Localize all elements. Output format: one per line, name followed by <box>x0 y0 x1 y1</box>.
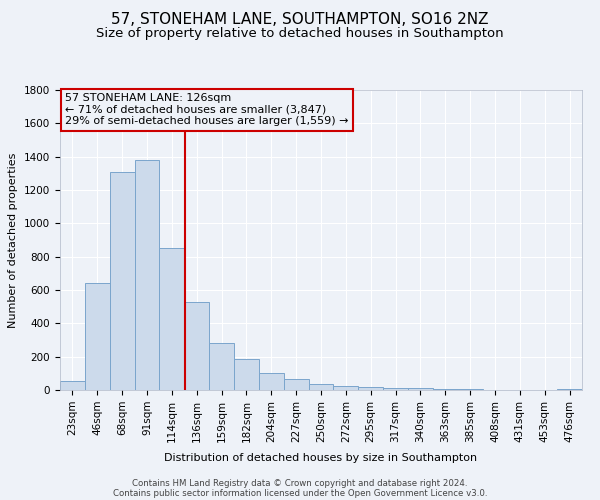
Bar <box>334 386 358 390</box>
Bar <box>408 388 433 390</box>
Bar <box>433 389 458 390</box>
Bar <box>110 172 134 390</box>
Bar <box>458 389 482 390</box>
Bar <box>383 388 408 390</box>
Bar <box>259 372 284 390</box>
Text: Contains HM Land Registry data © Crown copyright and database right 2024.: Contains HM Land Registry data © Crown c… <box>132 478 468 488</box>
Bar <box>358 386 383 390</box>
Bar <box>60 381 85 390</box>
X-axis label: Distribution of detached houses by size in Southampton: Distribution of detached houses by size … <box>164 453 478 463</box>
Text: Contains public sector information licensed under the Open Government Licence v3: Contains public sector information licen… <box>113 488 487 498</box>
Bar <box>209 344 234 390</box>
Bar <box>308 384 334 390</box>
Bar <box>184 302 209 390</box>
Text: 57 STONEHAM LANE: 126sqm
← 71% of detached houses are smaller (3,847)
29% of sem: 57 STONEHAM LANE: 126sqm ← 71% of detach… <box>65 93 349 126</box>
Bar <box>234 359 259 390</box>
Bar <box>557 389 582 390</box>
Bar <box>134 160 160 390</box>
Y-axis label: Number of detached properties: Number of detached properties <box>8 152 19 328</box>
Bar <box>85 282 110 390</box>
Bar <box>284 379 308 390</box>
Text: Size of property relative to detached houses in Southampton: Size of property relative to detached ho… <box>96 28 504 40</box>
Bar <box>160 248 184 390</box>
Text: 57, STONEHAM LANE, SOUTHAMPTON, SO16 2NZ: 57, STONEHAM LANE, SOUTHAMPTON, SO16 2NZ <box>111 12 489 28</box>
